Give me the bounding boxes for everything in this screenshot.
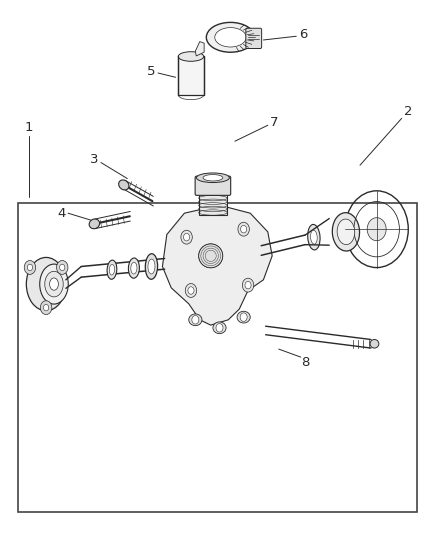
Circle shape: [183, 233, 189, 241]
Text: 5: 5: [147, 66, 155, 78]
Ellipse shape: [332, 213, 359, 251]
Ellipse shape: [237, 311, 250, 323]
Bar: [178, 56, 203, 95]
Ellipse shape: [107, 260, 117, 279]
Ellipse shape: [49, 278, 58, 290]
Circle shape: [242, 278, 253, 292]
Ellipse shape: [212, 322, 226, 334]
Ellipse shape: [131, 262, 137, 274]
Ellipse shape: [310, 230, 317, 244]
Circle shape: [240, 313, 247, 321]
Ellipse shape: [214, 28, 246, 47]
Circle shape: [240, 225, 246, 233]
Circle shape: [187, 287, 194, 294]
Circle shape: [237, 222, 249, 236]
Ellipse shape: [145, 254, 157, 279]
Ellipse shape: [109, 264, 114, 275]
Ellipse shape: [89, 219, 99, 229]
Circle shape: [180, 230, 192, 244]
Circle shape: [60, 264, 65, 271]
Circle shape: [215, 324, 223, 332]
Ellipse shape: [196, 173, 229, 182]
Ellipse shape: [178, 52, 203, 61]
Ellipse shape: [307, 224, 319, 250]
Circle shape: [24, 261, 35, 274]
Text: 8: 8: [300, 356, 309, 369]
Ellipse shape: [148, 259, 155, 274]
Ellipse shape: [118, 180, 129, 190]
Ellipse shape: [45, 271, 63, 297]
Ellipse shape: [39, 264, 68, 304]
Circle shape: [57, 261, 68, 274]
Ellipse shape: [336, 219, 354, 245]
Ellipse shape: [26, 257, 66, 311]
Polygon shape: [162, 205, 272, 325]
FancyBboxPatch shape: [194, 176, 230, 196]
Ellipse shape: [202, 174, 222, 181]
Ellipse shape: [188, 314, 201, 326]
Bar: [18, 203, 416, 512]
Circle shape: [244, 281, 251, 289]
Circle shape: [43, 304, 49, 311]
Circle shape: [366, 217, 385, 241]
Ellipse shape: [128, 258, 139, 278]
Text: 4: 4: [57, 207, 66, 220]
Text: 2: 2: [403, 106, 412, 118]
Text: 6: 6: [298, 28, 307, 41]
Ellipse shape: [369, 340, 378, 348]
Text: 1: 1: [24, 122, 33, 134]
Text: 3: 3: [90, 154, 99, 166]
Circle shape: [185, 284, 196, 297]
FancyBboxPatch shape: [245, 28, 261, 49]
Polygon shape: [195, 42, 204, 56]
Circle shape: [191, 316, 198, 324]
Circle shape: [27, 264, 32, 271]
Circle shape: [40, 301, 52, 314]
Ellipse shape: [206, 22, 254, 52]
Bar: [198, 192, 227, 214]
Ellipse shape: [198, 244, 222, 268]
Text: 7: 7: [269, 116, 278, 129]
